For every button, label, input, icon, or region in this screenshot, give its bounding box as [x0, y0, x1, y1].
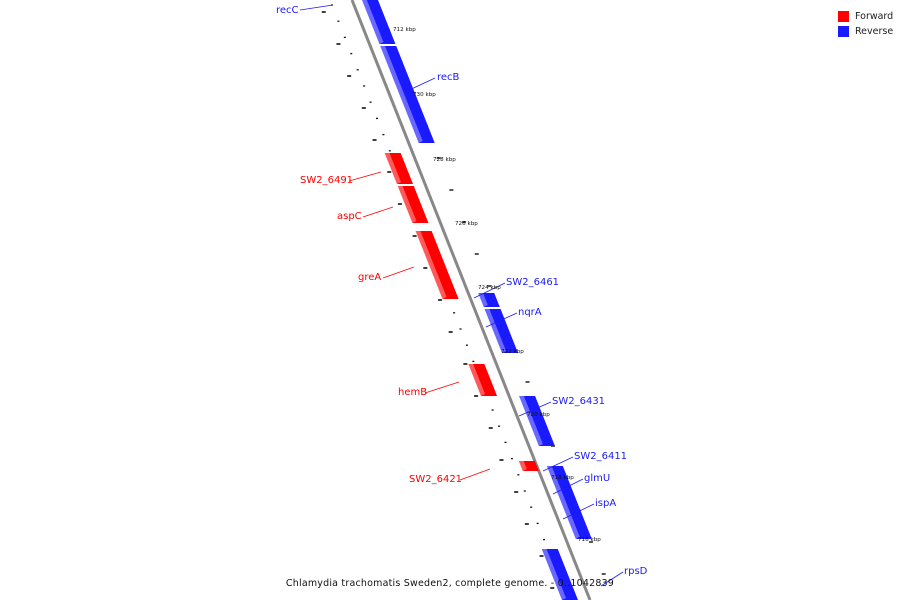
gene-label: ispA	[595, 498, 616, 509]
gene-highlight	[397, 184, 417, 223]
gene-highlight	[415, 229, 447, 299]
gene-highlight	[518, 459, 527, 471]
legend: Forward Reverse	[838, 9, 893, 39]
gene-leader-line	[552, 478, 584, 495]
scale-label: 716 kbp	[578, 537, 601, 543]
scale-label: 722 kbp	[501, 349, 524, 355]
gene-recb	[380, 46, 435, 143]
gene-label: recB	[437, 72, 460, 83]
gene-label: greA	[358, 272, 381, 283]
gene-highlight	[546, 464, 560, 489]
gene-grea	[415, 231, 459, 299]
legend-item-reverse: Reverse	[838, 24, 893, 39]
legend-label-reverse: Reverse	[855, 26, 894, 37]
gene-nqra	[484, 309, 519, 353]
gene-leader-line	[299, 4, 334, 11]
legend-item-forward: Forward	[838, 9, 893, 24]
gene-leader-line	[562, 503, 595, 520]
gene-sw2-6421	[518, 461, 539, 471]
reverse-swatch	[838, 26, 849, 37]
gene-highlight	[468, 362, 486, 396]
gene-leader-line	[459, 468, 491, 481]
scale-label: 726 kbp	[455, 221, 478, 227]
gene-label: SW2_6461	[506, 277, 559, 288]
scale-label: 728 kbp	[433, 157, 456, 163]
gene-leader-line	[424, 381, 460, 394]
legend-label-forward: Forward	[855, 11, 894, 22]
gene-label: recC	[276, 5, 299, 16]
scale-label: 718 kbp	[551, 475, 574, 481]
genes	[362, 0, 592, 600]
gene-label: SW2_6491	[300, 175, 353, 186]
gene-highlight	[555, 487, 569, 510]
gene-leader-line	[348, 171, 382, 182]
scale-label: 712 kbp	[393, 27, 416, 33]
gene-sw2-6461	[478, 293, 500, 307]
gene-highlight	[362, 0, 384, 44]
gene-recc	[362, 0, 396, 44]
gene-aspc	[397, 186, 429, 223]
gene-sw2-6491	[384, 153, 413, 184]
gene-leader-line	[473, 282, 506, 299]
genome-caption: Chlamydia trachomatis Sweden2, complete …	[285, 578, 615, 589]
gene-label: hemB	[398, 387, 427, 398]
forward-swatch	[838, 11, 849, 22]
gene-label: SW2_6431	[552, 396, 605, 407]
scale-label: 730 kbp	[413, 92, 436, 98]
gene-hemb	[468, 364, 498, 396]
gene-leader-line	[600, 571, 624, 587]
gene-leader-line	[518, 401, 552, 417]
gene-label: SW2_6411	[574, 451, 627, 462]
gene-highlight	[519, 394, 543, 446]
gene-leader-line	[485, 312, 518, 328]
gene-ispa	[564, 510, 592, 539]
gene-label: nqrA	[518, 307, 542, 318]
gene-highlight	[541, 547, 566, 600]
scale-label: 724 kbp	[478, 285, 501, 291]
gene-leader-line	[382, 266, 415, 279]
gene-label: glmU	[584, 473, 610, 484]
gene-leader-line	[362, 206, 394, 218]
gene-sw2-6431	[519, 396, 555, 446]
gene-label: rpsD	[624, 566, 648, 577]
scale-label: 720 kbp	[527, 412, 550, 418]
gene-highlight	[484, 307, 507, 353]
gene-labels: recC recB SW2_6491 aspC greA SW2_6461 nqrA hemB…	[276, 4, 648, 587]
gene-highlight	[384, 151, 401, 184]
gene-glmu	[555, 489, 581, 510]
gene-leader-line	[404, 77, 436, 93]
gene-sw2-6411	[546, 466, 572, 489]
gene-highlight	[564, 508, 580, 539]
gene-label: SW2_6421	[409, 474, 462, 485]
gene-highlight	[380, 44, 423, 143]
genome-backbone	[350, 0, 592, 600]
gene-rpsd	[541, 549, 578, 600]
gene-leader-line	[542, 456, 574, 472]
scale-labels: 712 kbp 730 kbp 728 kbp 726 kbp 724 kbp 722 k…	[393, 27, 601, 543]
gene-label: aspC	[337, 211, 362, 222]
